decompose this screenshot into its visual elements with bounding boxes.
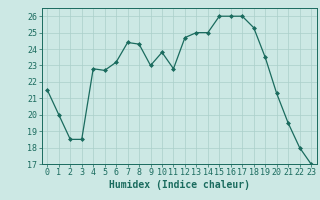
X-axis label: Humidex (Indice chaleur): Humidex (Indice chaleur) bbox=[109, 180, 250, 190]
